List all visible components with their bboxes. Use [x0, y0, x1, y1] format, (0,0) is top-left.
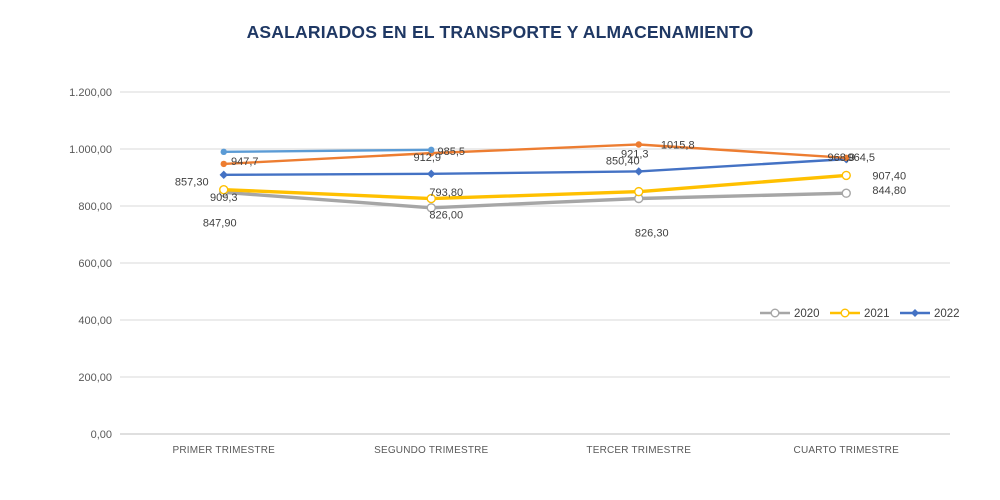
- data-point-marker: [634, 186, 644, 197]
- series-unlabeled-4: [220, 146, 435, 156]
- data-point-marker: [426, 203, 436, 213]
- y-tick-label: 1.000,00: [69, 144, 112, 156]
- series-line: [222, 157, 848, 177]
- series-line: [222, 143, 848, 166]
- legend-label: 2021: [864, 308, 890, 320]
- data-label: 921,3: [621, 148, 649, 160]
- x-category-label: SEGUNDO TRIMESTRE: [374, 445, 488, 456]
- data-label: 912,9: [413, 152, 441, 164]
- data-point-marker: [841, 170, 851, 181]
- chart-title: ASALARIADOS EN EL TRANSPORTE Y ALMACENAM…: [246, 22, 754, 42]
- data-label: 844,80: [872, 185, 906, 197]
- data-point-marker: [219, 184, 229, 195]
- series-unlabeled-3: [220, 141, 850, 168]
- series-line: [222, 173, 848, 201]
- data-point-marker: [428, 146, 435, 154]
- data-label: 909,3: [210, 192, 238, 204]
- data-point-marker: [841, 188, 851, 198]
- data-label: 826,00: [429, 210, 463, 222]
- data-point-marker: [843, 154, 850, 162]
- data-label: 947,7: [231, 156, 259, 168]
- data-label: 985,5: [437, 146, 465, 158]
- data-label: 793,80: [429, 187, 463, 199]
- data-point-marker: [220, 160, 227, 168]
- data-label: 968,9: [827, 152, 855, 164]
- series-2021: [219, 170, 851, 204]
- data-point-marker: [911, 309, 919, 317]
- data-label: 964,5: [847, 152, 875, 164]
- data-point-marker: [220, 148, 227, 156]
- series-2020: [219, 187, 851, 213]
- legend-item-2020: 2020: [760, 308, 820, 320]
- data-label: 857,30: [175, 177, 209, 189]
- legend-item-2022: 2022: [900, 308, 960, 320]
- x-category-label: PRIMER TRIMESTRE: [173, 445, 276, 456]
- data-label: 907,40: [872, 170, 906, 182]
- legend-item-2021: 2021: [830, 308, 890, 320]
- data-label: 847,90: [203, 217, 237, 229]
- legend-label: 2020: [794, 308, 820, 320]
- data-label: 1015,8: [661, 139, 695, 151]
- data-point-marker: [219, 170, 228, 180]
- data-label: 826,30: [635, 228, 669, 240]
- legend-label: 2022: [934, 308, 960, 320]
- y-tick-label: 200,00: [78, 372, 112, 384]
- y-tick-label: 600,00: [78, 258, 112, 270]
- data-point-marker: [427, 169, 436, 179]
- data-point-marker: [635, 141, 642, 148]
- legend: 2020 2021 2022: [760, 308, 960, 320]
- x-category-label: CUARTO TRIMESTRE: [794, 445, 900, 456]
- x-category-label: TERCER TRIMESTRE: [586, 445, 691, 456]
- data-point-marker: [634, 167, 643, 176]
- y-tick-label: 800,00: [78, 201, 112, 213]
- data-label: 850,40: [606, 156, 640, 168]
- y-tick-label: 1.200,00: [69, 87, 112, 99]
- data-point-marker: [840, 308, 850, 318]
- data-point-marker: [770, 308, 780, 318]
- y-tick-label: 0,00: [91, 429, 112, 441]
- data-point-marker: [426, 193, 436, 204]
- series-line: [222, 190, 848, 210]
- y-tick-label: 400,00: [78, 315, 112, 327]
- series-line: [222, 148, 433, 154]
